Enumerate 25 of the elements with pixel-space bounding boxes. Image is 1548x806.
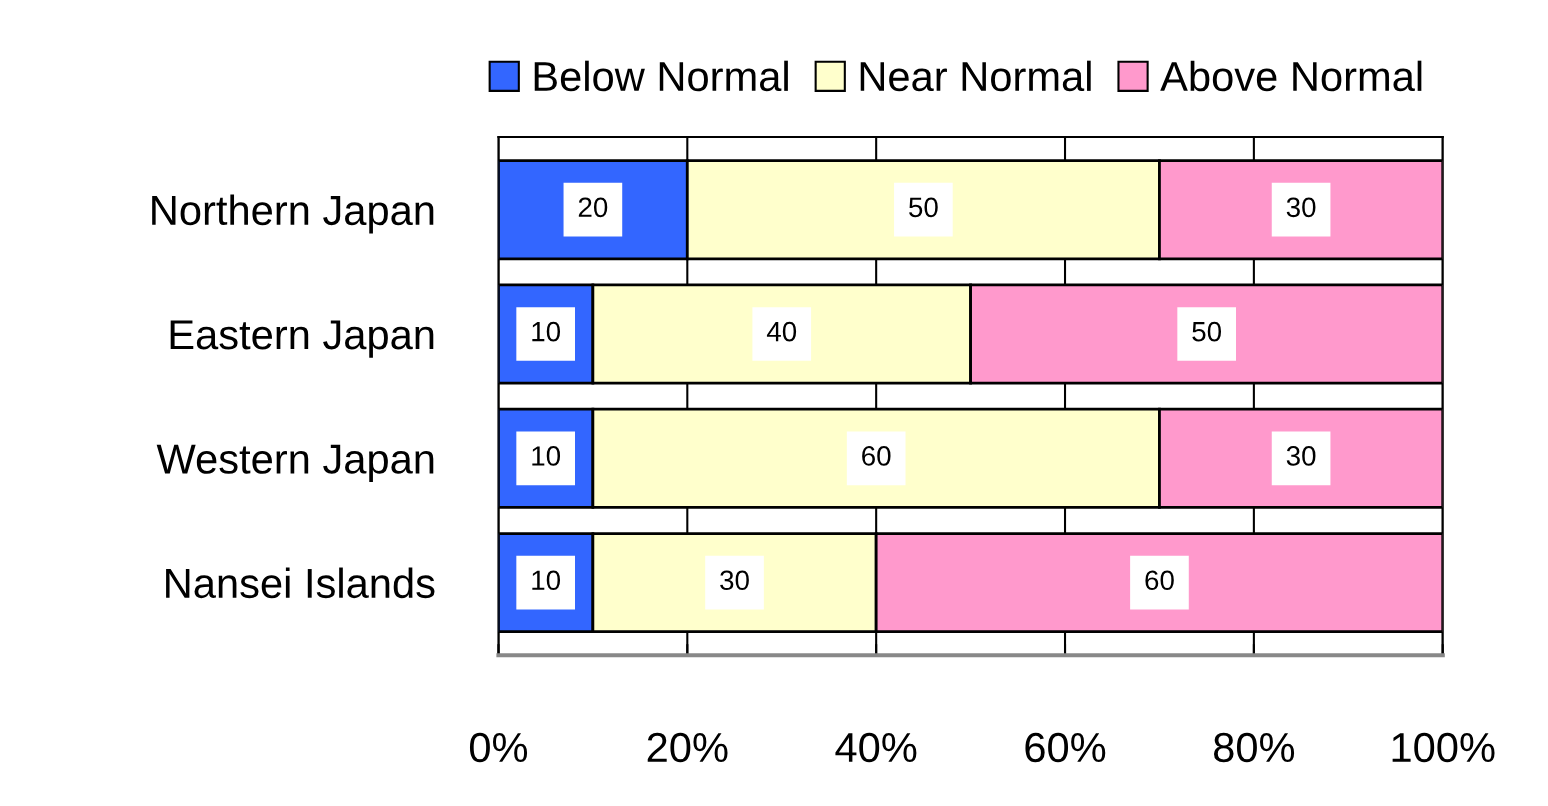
legend-label: Near Normal	[860, 60, 1091, 92]
y-tick-label: Nansei Islands	[166, 567, 435, 599]
data-label: 30	[1286, 197, 1316, 218]
y-tick-label: Western Japan	[156, 444, 434, 483]
x-tick-label: 0%	[469, 732, 528, 763]
data-label: 30	[720, 570, 749, 591]
x-tick-label: 100%	[1392, 732, 1495, 763]
data-label: 50	[909, 197, 938, 218]
legend-label: Below Normal	[534, 60, 788, 92]
data-label: 60	[1145, 570, 1174, 591]
x-tick-label: 80%	[1213, 732, 1295, 763]
x-tick-label: 40%	[835, 732, 917, 763]
y-tick-label: Northern Japan	[152, 194, 434, 234]
legend-label: Above Normal	[1160, 60, 1422, 92]
data-label: 50	[1192, 321, 1222, 342]
data-label: 10	[532, 570, 561, 591]
x-tick-label: 60%	[1025, 732, 1106, 763]
data-label: 10	[532, 321, 561, 342]
data-label: 30	[1286, 446, 1316, 466]
data-label: 40	[766, 321, 797, 342]
y-tick-label: Eastern Japan	[170, 320, 434, 358]
data-label: 20	[578, 197, 608, 218]
x-tick-label: 20%	[647, 732, 728, 763]
data-label: 10	[532, 446, 561, 466]
data-label: 60	[862, 446, 891, 466]
